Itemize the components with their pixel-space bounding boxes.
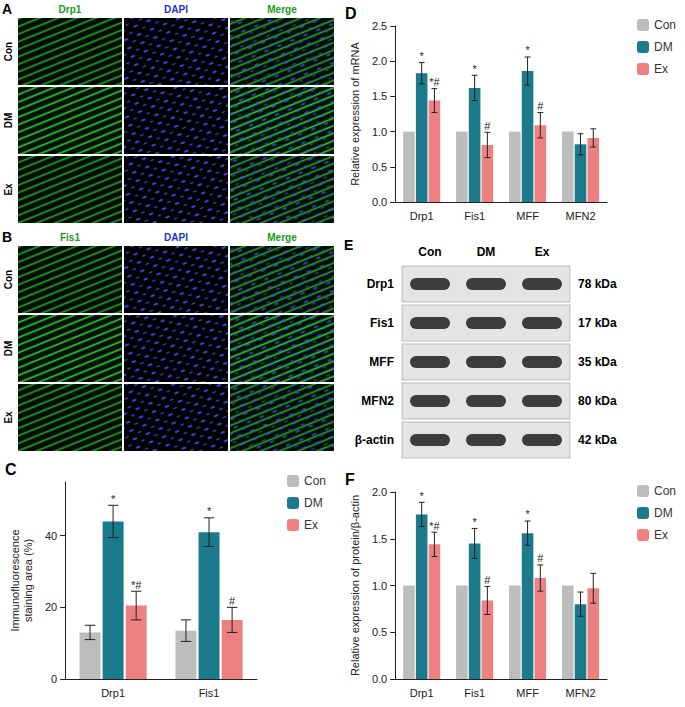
svg-text:0.0: 0.0 [372,196,387,208]
svg-text:*: * [111,493,116,505]
svg-text:1.0: 1.0 [372,126,387,138]
svg-text:MFN2: MFN2 [566,687,596,699]
svg-text:0: 0 [51,673,57,685]
svg-text:40: 40 [45,530,57,542]
svg-text:42 kDa: 42 kDa [578,433,617,447]
svg-text:2.5: 2.5 [372,20,387,32]
svg-text:Merge: Merge [267,4,297,15]
svg-text:#: # [537,552,544,564]
svg-text:Ex: Ex [535,245,550,259]
svg-text:0.5: 0.5 [372,626,387,638]
svg-text:Drp1: Drp1 [367,277,395,291]
svg-text:#: # [484,120,491,132]
svg-text:*: * [420,50,425,62]
svg-text:Relative expression of protein: Relative expression of protein/β-actin [349,495,361,676]
svg-text:DAPI: DAPI [164,232,188,243]
svg-text:Con: Con [418,245,441,259]
svg-text:Drp1: Drp1 [410,687,434,699]
svg-text:*: * [525,44,530,56]
svg-text:2.0: 2.0 [372,55,387,67]
svg-text:Drp1: Drp1 [410,210,434,222]
svg-text:Fis1: Fis1 [199,687,220,699]
svg-text:Ex: Ex [3,183,14,196]
svg-text:*: * [472,516,477,528]
svg-text:*#: *# [131,579,142,591]
svg-text:E: E [344,237,353,253]
svg-text:0.0: 0.0 [372,673,387,685]
svg-text:80 kDa: 80 kDa [578,394,617,408]
svg-text:1.5: 1.5 [372,90,387,102]
svg-text:Con: Con [304,474,326,488]
svg-text:Drp1: Drp1 [59,4,82,15]
svg-text:MFN2: MFN2 [566,210,596,222]
svg-text:MFF: MFF [516,687,539,699]
svg-text:DM: DM [304,496,323,510]
svg-text:F: F [345,471,355,488]
svg-text:D: D [345,5,357,22]
svg-text:*: * [420,490,425,502]
svg-text:Merge: Merge [267,232,297,243]
svg-text:1.5: 1.5 [372,533,387,545]
svg-text:Con: Con [3,270,14,289]
svg-text:A: A [2,1,12,17]
svg-text:Fis1: Fis1 [60,232,80,243]
svg-text:Fis1: Fis1 [370,316,394,330]
svg-text:MFF: MFF [369,355,394,369]
svg-text:MFF: MFF [516,210,539,222]
svg-text:DM: DM [477,245,496,259]
svg-text:Con: Con [654,484,676,498]
svg-text:Con: Con [3,42,14,61]
svg-text:Ex: Ex [654,62,668,76]
svg-text:Ex: Ex [654,528,668,542]
svg-text:1.0: 1.0 [372,580,387,592]
svg-text:Fis1: Fis1 [464,210,485,222]
svg-text:DM: DM [654,506,673,520]
svg-text:Immunofluorescence: Immunofluorescence [9,529,21,631]
svg-text:staining area (%): staining area (%) [22,539,34,622]
svg-text:#: # [537,100,544,112]
svg-text:*: * [525,508,530,520]
svg-text:Relative expression of mRNA: Relative expression of mRNA [349,42,361,186]
svg-text:*#: *# [429,76,440,88]
svg-text:Drp1: Drp1 [101,687,125,699]
svg-text:DAPI: DAPI [164,4,188,15]
svg-text:2.0: 2.0 [372,486,387,498]
svg-text:MFN2: MFN2 [361,394,394,408]
svg-text:*#: *# [429,520,440,532]
svg-text:#: # [484,574,491,586]
svg-text:*: * [207,505,212,517]
svg-text:β-actin: β-actin [355,433,394,447]
svg-text:0.5: 0.5 [372,161,387,173]
svg-text:Fis1: Fis1 [464,687,485,699]
svg-text:B: B [2,229,12,245]
svg-text:DM: DM [3,113,14,129]
svg-text:Con: Con [654,18,676,32]
svg-text:17 kDa: 17 kDa [578,316,617,330]
svg-text:Ex: Ex [304,518,318,532]
svg-text:C: C [5,461,17,478]
svg-text:*: * [472,63,477,75]
svg-text:Ex: Ex [3,411,14,424]
svg-text:35 kDa: 35 kDa [578,355,617,369]
svg-text:DM: DM [3,341,14,357]
svg-text:78 kDa: 78 kDa [578,277,617,291]
svg-text:20: 20 [45,601,57,613]
svg-text:#: # [229,595,236,607]
svg-text:DM: DM [654,40,673,54]
